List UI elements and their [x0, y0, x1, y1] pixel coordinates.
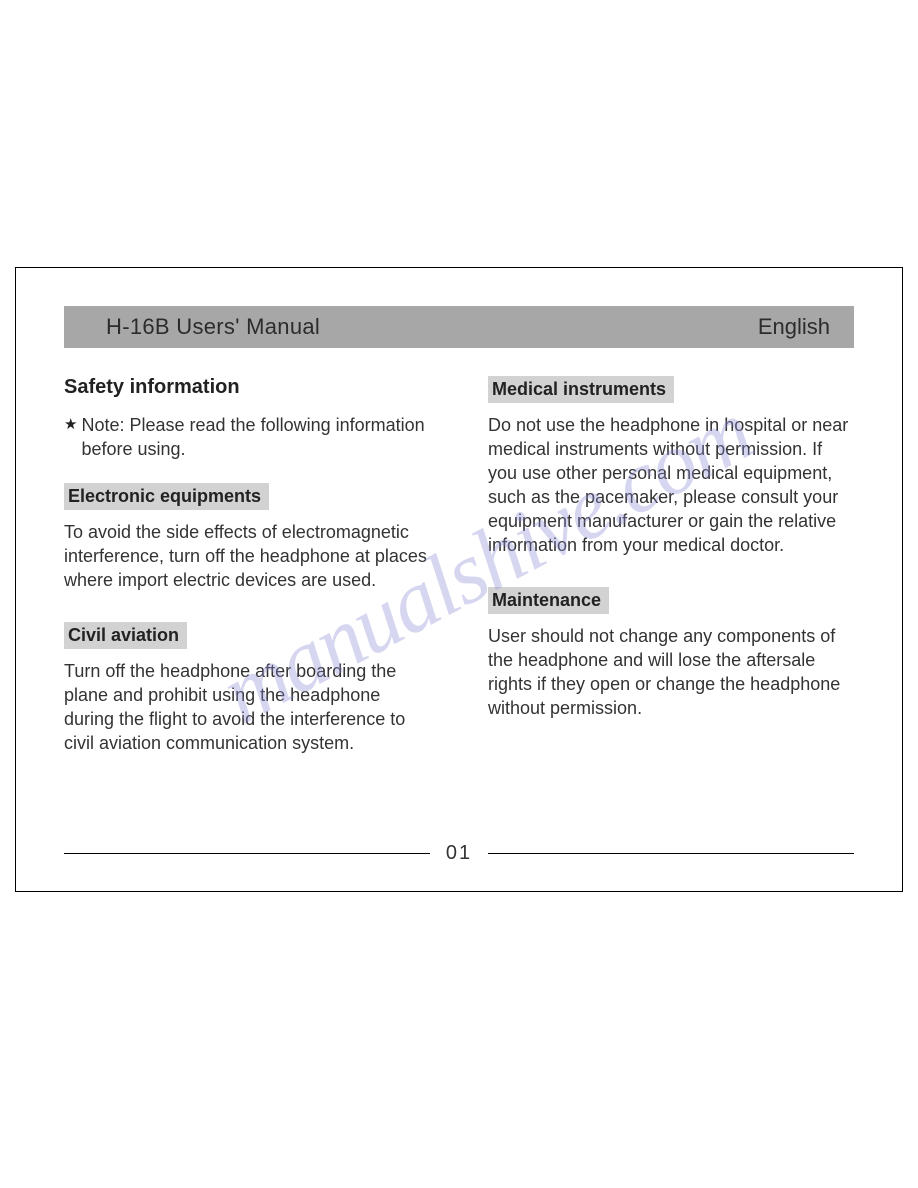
safety-heading: Safety information	[64, 376, 430, 399]
section-aviation: Civil aviation Turn off the headphone af…	[64, 622, 430, 755]
section-medical: Medical instruments Do not use the headp…	[488, 376, 854, 557]
manual-title: H-16B Users' Manual	[106, 314, 320, 340]
footer-line-left	[64, 853, 430, 854]
page-number: 01	[446, 842, 472, 865]
medical-body: Do not use the headphone in hospital or …	[488, 413, 854, 557]
right-column: Medical instruments Do not use the headp…	[488, 376, 854, 755]
maintenance-heading: Maintenance	[488, 587, 609, 614]
section-maintenance: Maintenance User should not change any c…	[488, 587, 854, 720]
language-label: English	[758, 314, 830, 340]
footer-line-right	[488, 853, 854, 854]
footer: 01	[64, 842, 854, 865]
note-row: ★ Note: Please read the following inform…	[64, 413, 430, 461]
note-text: Note: Please read the following informat…	[81, 413, 430, 461]
star-icon: ★	[64, 413, 77, 437]
left-column: Safety information ★ Note: Please read t…	[64, 376, 430, 755]
content-columns: Safety information ★ Note: Please read t…	[64, 376, 854, 755]
header-bar: H-16B Users' Manual English	[64, 306, 854, 348]
manual-page-frame: H-16B Users' Manual English Safety infor…	[15, 267, 903, 892]
electronic-heading: Electronic equipments	[64, 483, 269, 510]
medical-heading: Medical instruments	[488, 376, 674, 403]
aviation-body: Turn off the headphone after boarding th…	[64, 659, 430, 755]
electronic-body: To avoid the side effects of electromagn…	[64, 520, 430, 592]
maintenance-body: User should not change any components of…	[488, 624, 854, 720]
section-electronic: Electronic equipments To avoid the side …	[64, 483, 430, 592]
aviation-heading: Civil aviation	[64, 622, 187, 649]
